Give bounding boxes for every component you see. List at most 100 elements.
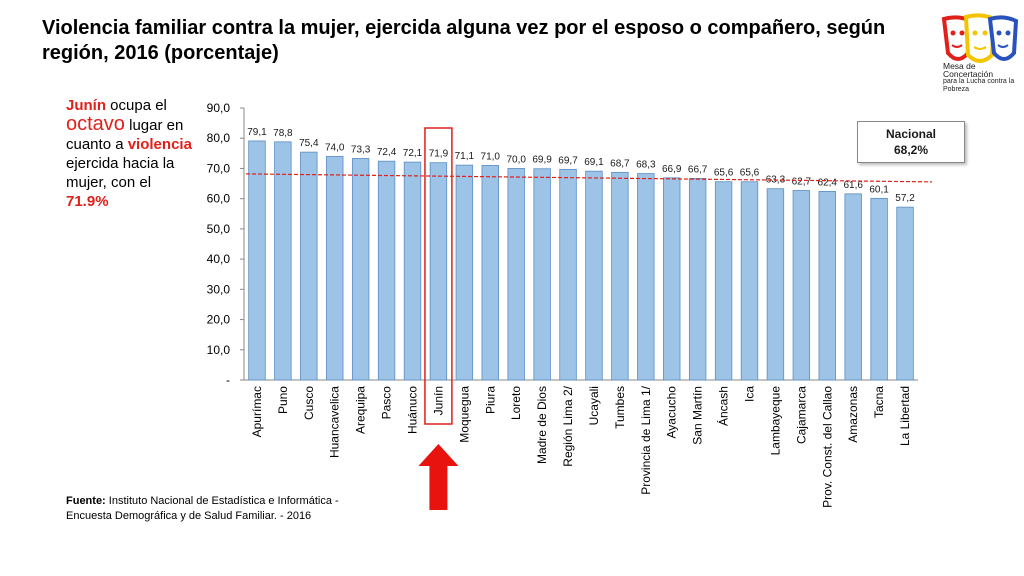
bar — [585, 170, 603, 381]
x-tick-label: Áncash — [716, 386, 731, 426]
y-tick-label: 40,0 — [207, 252, 231, 266]
bar — [611, 171, 629, 381]
data-label: 71,9 — [429, 149, 449, 160]
data-label: 57,2 — [895, 193, 915, 204]
bar — [326, 155, 344, 381]
y-tick-label: 10,0 — [207, 343, 231, 357]
x-tick-label: Tacna — [872, 386, 886, 418]
x-tick-label: Madre de Dios — [535, 386, 549, 464]
x-tick-label: Prov. Const. del Callao — [820, 386, 834, 508]
note-violence: violencia — [127, 136, 192, 153]
data-label: 68,7 — [610, 158, 630, 169]
bar — [377, 160, 396, 381]
data-label: 72,1 — [403, 148, 423, 159]
data-label: 62,4 — [818, 177, 838, 188]
x-tick-label: Amazonas — [846, 386, 860, 443]
x-tick-label: La Libertad — [898, 386, 912, 446]
data-label: 74,0 — [325, 142, 345, 153]
data-label: 71,1 — [455, 151, 475, 162]
data-label: 69,7 — [558, 155, 578, 166]
bar — [714, 181, 733, 381]
data-label: 65,6 — [714, 168, 734, 179]
data-label: 69,9 — [532, 155, 552, 166]
page-title: Violencia familiar contra la mujer, ejer… — [42, 17, 886, 64]
y-tick-label: 60,0 — [207, 192, 231, 206]
bar — [870, 197, 888, 381]
bar — [429, 162, 448, 381]
x-tick-label: Loreto — [509, 386, 523, 420]
bar — [896, 206, 914, 381]
logo-line2: para la Lucha contra la Pobreza — [943, 78, 1015, 93]
data-label: 62,7 — [792, 177, 812, 188]
x-tick-label: Ucayali — [587, 386, 601, 425]
note-text-3: ejercida hacia la mujer, con el — [66, 155, 175, 191]
x-tick-label: Tumbes — [613, 386, 627, 429]
y-tick-label: 20,0 — [207, 313, 231, 327]
y-tick-label: 30,0 — [207, 282, 231, 296]
bar — [688, 178, 707, 381]
x-tick-label: Piura — [483, 386, 497, 414]
y-tick-label: 90,0 — [207, 101, 231, 115]
data-label: 68,3 — [636, 160, 656, 171]
y-tick-label: 70,0 — [207, 161, 231, 175]
data-label: 66,9 — [662, 164, 682, 175]
bar — [533, 168, 551, 381]
data-label: 65,6 — [740, 168, 760, 179]
x-tick-label: Junín — [431, 386, 445, 415]
bar — [300, 151, 318, 381]
bar — [455, 164, 474, 381]
note-percent: 71.9% — [66, 193, 109, 210]
y-tick-label: 80,0 — [207, 131, 231, 145]
x-tick-label: Lambayeque — [768, 386, 782, 456]
x-tick-label: Arequipa — [354, 386, 368, 434]
bar — [637, 173, 655, 381]
bar — [740, 181, 759, 381]
bar — [248, 140, 266, 381]
note-region: Junín — [66, 97, 106, 114]
bar — [507, 168, 525, 381]
x-tick-label: Ica — [743, 386, 757, 402]
bar — [663, 177, 681, 381]
bar — [844, 193, 862, 381]
x-tick-label: Provincia de Lima 1/ — [639, 385, 653, 494]
nacional-box: Nacional 68,2% — [857, 121, 965, 163]
x-tick-label: San Martín — [691, 386, 705, 445]
x-tick-label: Huánuco — [406, 386, 420, 434]
y-tick-label: - — [226, 373, 230, 387]
data-label: 79,1 — [247, 127, 267, 138]
data-label: 61,6 — [843, 180, 863, 191]
data-label: 60,1 — [869, 184, 889, 195]
source-label: Fuente: — [66, 495, 106, 507]
highlight-frame — [424, 127, 453, 425]
bar — [766, 188, 785, 381]
x-tick-label: Pasco — [380, 386, 394, 420]
data-label: 69,1 — [584, 157, 604, 168]
logo-line1: Mesa de Concertación — [943, 61, 994, 79]
x-tick-label: Moquegua — [457, 386, 471, 443]
note-rank: octavo — [66, 113, 125, 135]
x-tick-label: Ayacucho — [665, 386, 679, 439]
bar — [559, 168, 577, 381]
bar — [481, 165, 499, 381]
bar — [403, 161, 422, 381]
x-tick-label: Cajamarca — [794, 386, 808, 444]
sidebar-note: Junín ocupa el octavo lugar en cuanto a … — [66, 96, 196, 211]
x-tick-label: Cusco — [302, 386, 316, 420]
x-tick-label: Huancavelica — [328, 386, 342, 458]
data-label: 75,4 — [299, 138, 319, 149]
bar — [274, 141, 292, 381]
note-text-1: ocupa el — [106, 97, 167, 114]
source-text: Instituto Nacional de Estadística e Info… — [66, 495, 339, 522]
logo-masks-icon — [941, 13, 1019, 63]
data-label: 73,3 — [351, 144, 371, 155]
bar — [818, 191, 836, 381]
x-tick-label: Puno — [276, 386, 290, 414]
nacional-value: 68,2% — [893, 143, 929, 157]
nacional-label: Nacional — [885, 127, 936, 141]
logo-text: Mesa de Concertación para la Lucha contr… — [943, 62, 1023, 94]
reference-line — [245, 173, 933, 183]
data-label: 71,0 — [481, 151, 501, 162]
y-tick-label: 50,0 — [207, 222, 231, 236]
data-label: 72,4 — [377, 147, 397, 158]
x-tick-label: Apurímac — [250, 386, 264, 437]
